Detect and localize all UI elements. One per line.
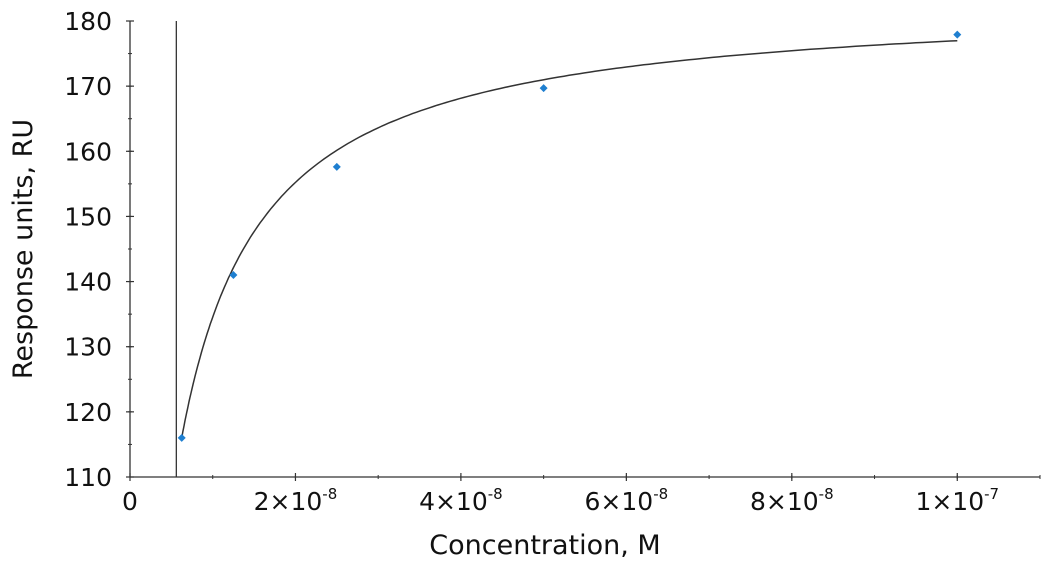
y-tick-label: 150 bbox=[64, 202, 112, 231]
y-tick-label: 110 bbox=[64, 463, 112, 492]
y-tick-label: 160 bbox=[64, 137, 112, 166]
x-tick-label: 1×10-7 bbox=[915, 485, 999, 516]
x-tick-label: 2×10-8 bbox=[254, 485, 338, 516]
data-point bbox=[539, 84, 548, 93]
fit-curve bbox=[180, 39, 958, 439]
y-tick-label: 170 bbox=[64, 72, 112, 101]
y-tick-label: 140 bbox=[64, 268, 112, 297]
x-tick-label: 6×10-8 bbox=[585, 485, 669, 516]
y-tick-label: 180 bbox=[64, 7, 112, 36]
data-point bbox=[332, 162, 341, 171]
data-point bbox=[177, 433, 186, 442]
y-tick-label: 130 bbox=[64, 333, 112, 362]
data-point bbox=[953, 30, 962, 39]
x-axis-label: Concentration, M bbox=[429, 530, 660, 561]
y-tick-label: 120 bbox=[64, 398, 112, 427]
x-tick-label: 0 bbox=[122, 487, 138, 516]
y-axis-label: Response units, RU bbox=[8, 119, 39, 379]
data-point bbox=[229, 271, 238, 280]
x-tick-label: 8×10-8 bbox=[750, 485, 834, 516]
x-tick-label: 4×10-8 bbox=[419, 485, 503, 516]
